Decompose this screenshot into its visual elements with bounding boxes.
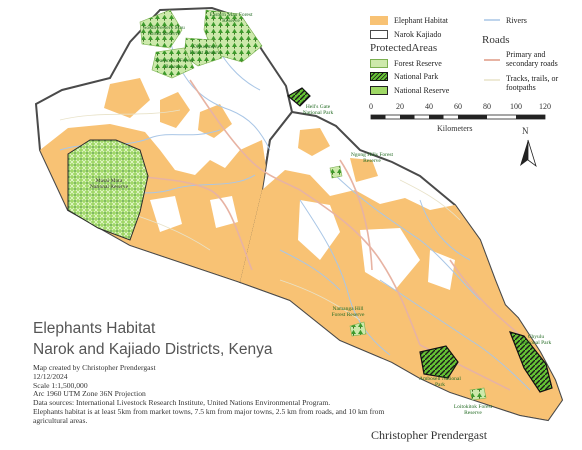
legend-national-park: National Park <box>370 72 438 81</box>
scale-bar <box>370 114 546 120</box>
park-swatch <box>370 72 388 81</box>
forest-eastern-mau <box>203 9 263 63</box>
title-line-1: Elephants Habitat <box>33 320 156 337</box>
legend-tracks: Tracks, trails, or footpaths <box>506 74 559 92</box>
label-chyulu: Chyulu National Park <box>520 334 552 346</box>
legend-narok-kajiado: Narok Kajiado <box>370 30 441 39</box>
label-eastern-mau: Eastern Mau Forest Reserve <box>209 12 253 24</box>
legend-primary-roads: Primary and secondary roads <box>506 50 558 68</box>
label-olpusimoru: Olpusimoru Forest Reserve <box>189 44 223 56</box>
scale-tick-60: 60 <box>454 102 462 111</box>
forest-loitokitok <box>469 387 487 401</box>
scale-tick-80: 80 <box>483 102 491 111</box>
info-projection: Arc 1960 UTM Zone 36N Projection <box>33 389 146 399</box>
legend-national-reserve: National Reserve <box>370 86 449 95</box>
legend-elephant-habitat: Elephant Habitat <box>370 16 448 25</box>
non-habitat-patches <box>150 196 455 290</box>
scale-tick-40: 40 <box>425 102 433 111</box>
info-criteria: Elephants habitat is at least 5km from m… <box>33 406 385 425</box>
north-arrow-icon <box>520 139 537 168</box>
map-title: Elephants Habitat Narok and Kajiado Dist… <box>33 318 273 360</box>
label-amboseli: Amboseli National Park <box>419 376 461 388</box>
scale-tick-0: 0 <box>369 102 373 111</box>
legend-protected-header: ProtectedAreas <box>370 42 438 54</box>
info-date: 12/12/2024 <box>33 371 68 381</box>
info-scale: Scale 1:1,500,000 <box>33 380 88 390</box>
scale-tick-20: 20 <box>396 102 404 111</box>
label-namanga-hill: Namanga Hill Forest Reserve <box>331 306 365 318</box>
district-swatch <box>370 30 388 39</box>
scale-tick-120: 120 <box>539 102 551 111</box>
map-info: Map created by Christopher Prendergast 1… <box>33 363 393 426</box>
scale-unit: Kilometers <box>437 124 473 133</box>
legend-rivers: Rivers <box>506 16 527 25</box>
label-masai-mara: Masai Mara National Reserve <box>89 178 129 190</box>
label-loitokitok: Loitokitok Forest Reserve <box>453 404 493 416</box>
scale-tick-100: 100 <box>510 102 522 111</box>
label-southwestern-mau: Southwestern Mau Forest Reserve <box>143 25 185 37</box>
forest-namanga <box>349 321 367 337</box>
forest-ngong-hills <box>329 165 343 179</box>
protected-areas <box>67 9 553 401</box>
habitat-swatch <box>370 16 388 25</box>
forest-southwestern-mau <box>139 9 183 49</box>
info-created-by: Map created by Christopher Prendergast <box>33 363 156 372</box>
author-signature: Christopher Prendergast <box>371 428 488 442</box>
reserve-masai-mara <box>67 139 149 241</box>
park-hells-gate <box>286 87 311 107</box>
forest-swatch <box>370 59 388 68</box>
title-line-2: Narok and Kajiado Districts, Kenya <box>33 341 273 358</box>
label-ngong-hills: Ngong Hills Forest Reserve <box>350 152 394 164</box>
north-label: N <box>522 126 529 136</box>
legend-roads-header: Roads <box>482 34 510 46</box>
label-hells-gate: Hell's Gate National Park <box>302 104 334 116</box>
info-sources: Data sources: International Livestock Re… <box>33 398 331 408</box>
park-chyulu <box>509 331 553 393</box>
forest-transmara <box>151 47 195 79</box>
legend-forest-reserve: Forest Reserve <box>370 59 442 68</box>
label-transmara: Transmara Forest Reserve <box>154 58 194 70</box>
park-amboseli <box>419 345 459 379</box>
reserve-swatch <box>370 86 388 95</box>
